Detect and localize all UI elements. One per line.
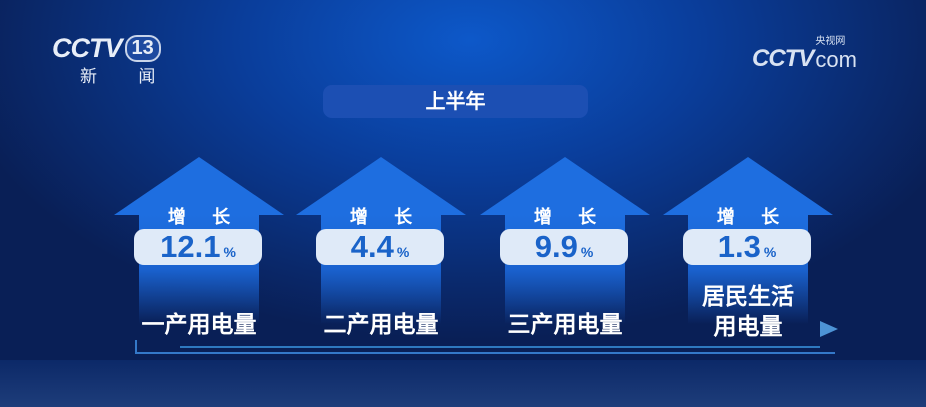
growth-value: 1.3 xyxy=(717,229,761,264)
triangle-decoration-icon xyxy=(820,321,838,337)
growth-label: 增 长 xyxy=(167,207,241,228)
cctv-com-logo: CCTV 央视网 com xyxy=(752,37,857,73)
growth-value: 9.9 xyxy=(534,229,578,264)
period-title: 上半年 xyxy=(323,85,588,118)
logo-brand-right: CCTV xyxy=(752,45,814,72)
growth-label: 增 长 xyxy=(716,207,790,228)
cctv13-news-logo: CCTV 13 新 闻 xyxy=(52,33,173,87)
category-label-line: 居民生活 xyxy=(702,284,794,310)
category-label: 一产用电量 xyxy=(141,312,257,338)
growth-value-pill: 9.9% xyxy=(500,229,628,265)
growth-item: 增 长 4.4% 二产用电量 xyxy=(296,157,466,357)
up-arrow-icon xyxy=(114,157,284,215)
category-label: 二产用电量 xyxy=(323,312,439,338)
up-arrow-icon xyxy=(663,157,833,215)
growth-unit: % xyxy=(223,244,236,260)
logo-com: com xyxy=(815,47,857,72)
growth-item: 增 长 9.9% 三产用电量 xyxy=(480,157,650,357)
growth-value-pill: 1.3% xyxy=(683,229,811,265)
logo-brand: CCTV xyxy=(52,33,122,63)
category-label: 三产用电量 xyxy=(507,312,623,338)
logo-channel: 13 xyxy=(124,35,161,62)
growth-item: 增 长 1.3% 居民生活用电量 xyxy=(663,157,833,357)
growth-unit: % xyxy=(580,244,594,260)
logo-cn: 央视网 xyxy=(815,36,846,47)
baseline-line xyxy=(180,346,820,348)
growth-value-pill: 4.4% xyxy=(316,229,444,265)
up-arrow-icon xyxy=(296,157,466,215)
logo-subtitle: 新 闻 xyxy=(80,67,174,87)
baseline-decoration xyxy=(135,340,835,354)
city-skyline-decoration xyxy=(0,360,926,407)
growth-item: 增 长 12.1% 一产用电量 xyxy=(114,157,284,357)
category-label: 居民生活 用电量 xyxy=(643,282,853,342)
up-arrow-icon xyxy=(480,157,650,215)
growth-label: 增 长 xyxy=(533,207,607,228)
growth-value: 12.1 xyxy=(160,229,221,264)
growth-unit: % xyxy=(396,244,410,260)
growth-value: 4.4 xyxy=(350,229,394,264)
growth-value-pill: 12.1% xyxy=(134,229,262,265)
category-label-line: 用电量 xyxy=(713,314,783,340)
growth-label: 增 长 xyxy=(349,207,423,228)
growth-unit: % xyxy=(763,244,777,260)
